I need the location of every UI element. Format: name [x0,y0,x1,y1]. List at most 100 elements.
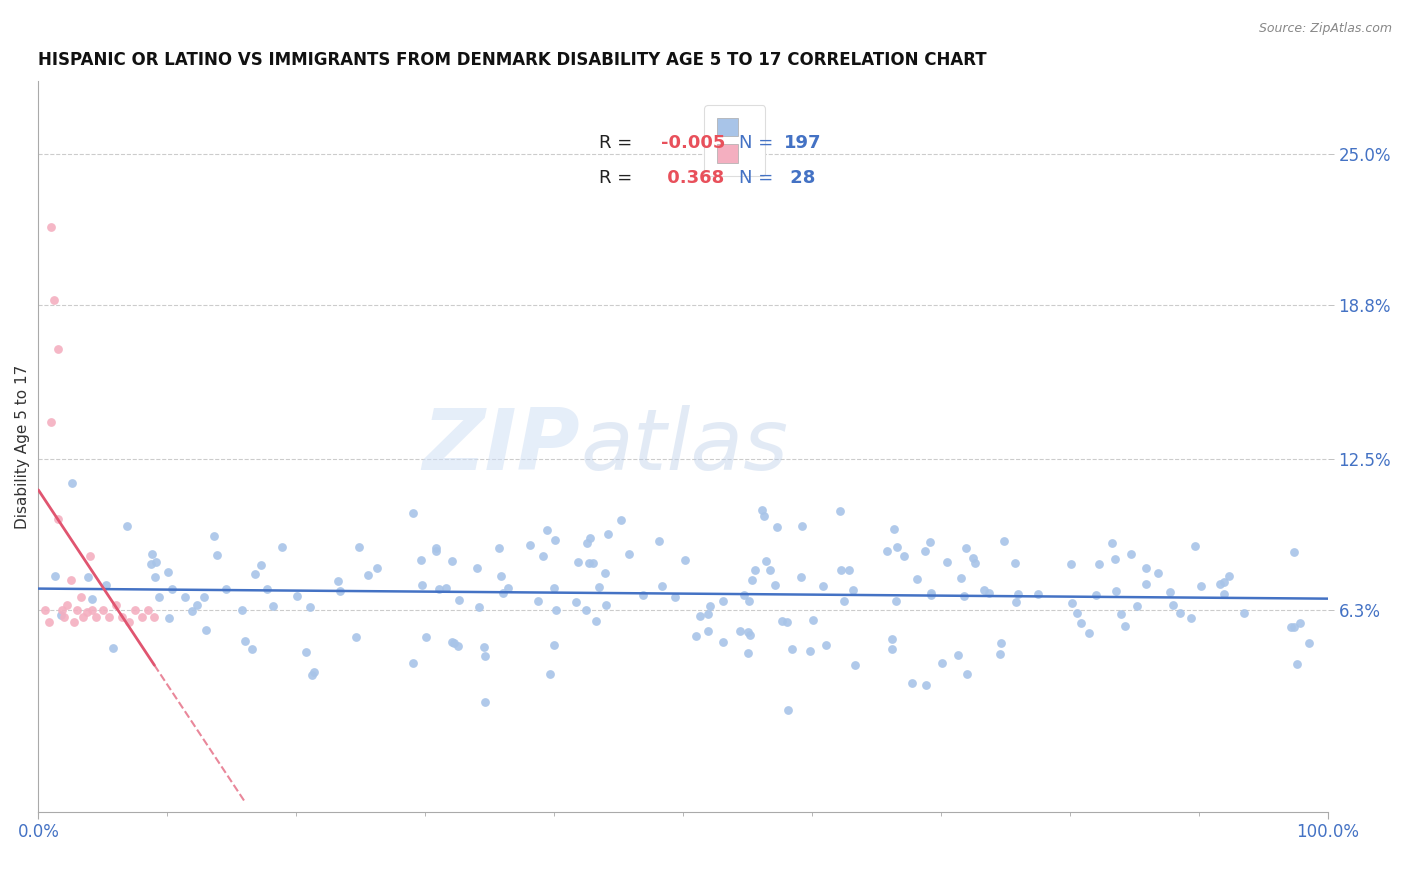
Point [80,591,103,606]
Point [285,589,308,603]
Point [193,590,215,604]
Point [526,594,548,608]
Point [884,594,907,608]
Point [194,623,217,637]
Point [157,611,180,625]
Point [1163,598,1185,612]
Point [880,641,903,656]
Point [564,595,586,609]
Point [1070,615,1092,630]
Point [60,475,83,490]
Point [728,624,751,639]
Point [977,586,1000,600]
Point [72,609,94,624]
Point [538,667,561,681]
Point [567,555,589,569]
Point [38,615,60,629]
Point [465,561,488,575]
Point [740,628,762,642]
Point [1109,607,1132,621]
Point [425,544,447,558]
Point [302,665,325,680]
Point [1289,615,1312,630]
Point [344,630,367,644]
Point [86,609,108,624]
Point [46,512,69,526]
Point [759,563,782,577]
Point [973,583,995,598]
Point [1146,566,1168,580]
Point [920,588,942,602]
Point [1284,620,1306,634]
Point [131,609,153,624]
Point [689,609,711,624]
Point [993,533,1015,548]
Point [828,503,851,517]
Point [44,569,66,583]
Point [741,574,763,588]
Point [949,571,972,585]
Point [34,602,56,616]
Text: HISPANIC OR LATINO VS IMMIGRANTS FROM DENMARK DISABILITY AGE 5 TO 17 CORRELATION: HISPANIC OR LATINO VS IMMIGRANTS FROM DE… [38,51,987,69]
Point [792,519,814,533]
Point [366,561,388,575]
Point [544,533,567,548]
Point [1284,545,1306,559]
Y-axis label: Disability Age 5 to 17: Disability Age 5 to 17 [15,364,30,529]
Point [631,588,654,602]
Point [675,553,697,567]
Point [468,600,491,615]
Point [1114,619,1136,633]
Point [301,668,323,682]
Point [77,570,100,584]
Point [186,599,208,613]
Point [780,641,803,656]
Point [427,582,450,596]
Point [434,581,457,595]
Point [651,579,673,593]
Point [474,695,496,709]
Point [1026,587,1049,601]
Point [326,574,349,588]
Point [1066,606,1088,620]
Point [901,676,924,690]
Point [619,547,641,561]
Point [59,574,82,588]
Point [711,594,734,608]
Point [329,584,352,599]
Point [1060,558,1083,572]
Point [357,567,380,582]
Point [575,603,598,617]
Point [347,540,370,554]
Point [1135,561,1157,575]
Point [1126,599,1149,614]
Point [832,594,855,608]
Point [145,555,167,569]
Point [685,629,707,643]
Text: 0.368: 0.368 [661,169,724,186]
Point [474,640,496,654]
Point [39,415,62,429]
Point [935,555,957,569]
Point [893,549,915,564]
Point [1104,552,1126,566]
Point [751,503,773,517]
Point [610,513,633,527]
Point [1005,595,1028,609]
Point [838,563,860,577]
Point [595,598,617,612]
Point [1180,611,1202,625]
Point [1084,588,1107,602]
Text: 197: 197 [783,135,821,153]
Point [96,578,118,592]
Point [124,602,146,616]
Point [914,678,936,692]
Point [576,536,599,550]
Point [803,613,825,627]
Point [697,624,720,638]
Point [474,649,496,664]
Point [298,600,321,615]
Point [66,602,89,616]
Text: N =: N = [738,169,779,186]
Point [886,540,908,554]
